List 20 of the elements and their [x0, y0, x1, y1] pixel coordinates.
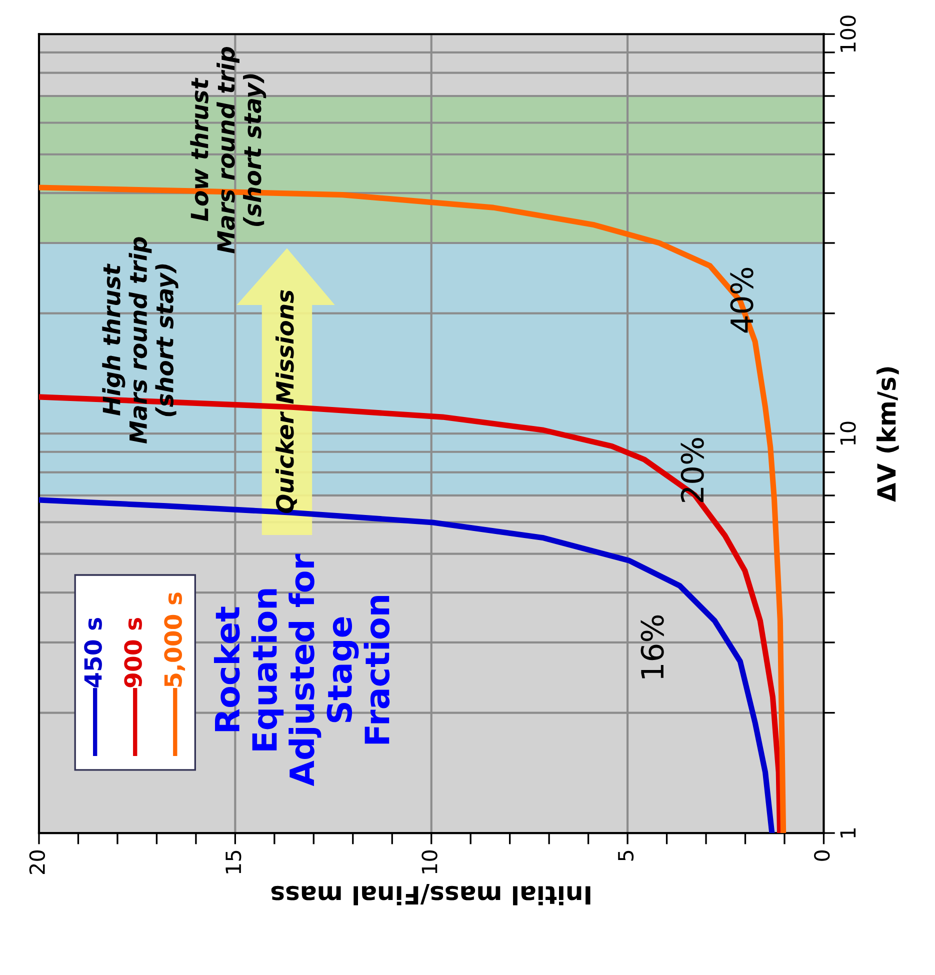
- y-axis-title: ΔV (km/s): [876, 367, 899, 502]
- annotation: 40%: [730, 268, 754, 333]
- x-axis-title: Initial mass/Final mass: [271, 884, 590, 906]
- x-tick-label: 15: [226, 850, 242, 874]
- x-tick-label: 5: [618, 850, 634, 861]
- text: 5,000 s: [164, 592, 186, 687]
- annotation: 16%: [640, 615, 664, 678]
- annotation: Rocket Equation Adjusted for Stage Fraction: [214, 554, 390, 786]
- text: 450 s: [84, 618, 102, 688]
- y-tick-label: 100: [840, 16, 856, 52]
- annotation: Low thrust Mars round trip (short stay): [190, 46, 266, 254]
- annotation: 20%: [680, 438, 704, 502]
- x-tick-label: 0: [814, 850, 830, 861]
- text: 900 s: [124, 618, 142, 688]
- x-tick-label: 20: [29, 850, 46, 874]
- x-tick-label: 10: [422, 850, 438, 874]
- y-tick-label: 1: [840, 828, 856, 838]
- y-tick-label: 10: [840, 422, 856, 445]
- annotation: High thrust Mars round trip (short stay): [102, 237, 178, 444]
- annotation: Quicker Missions: [276, 290, 297, 514]
